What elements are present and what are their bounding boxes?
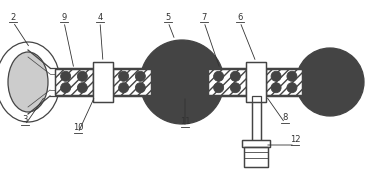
Bar [208,69,246,95]
Circle shape [175,75,189,89]
Bar [244,147,268,167]
Circle shape [324,76,336,88]
Bar [113,69,151,95]
Circle shape [135,83,145,93]
Bar [252,96,261,145]
Circle shape [317,69,343,95]
Bar [50,68,340,96]
Text: 5: 5 [165,13,170,22]
Circle shape [271,71,281,81]
Circle shape [271,83,281,93]
Circle shape [77,83,87,93]
Text: 6: 6 [237,13,243,22]
Circle shape [77,71,87,81]
Bar [266,69,302,95]
Bar [242,140,270,147]
Text: 12: 12 [290,136,300,144]
Text: 9: 9 [61,13,67,22]
Bar [252,96,261,145]
Circle shape [140,40,224,124]
Circle shape [145,45,219,119]
Circle shape [168,68,196,96]
Bar [246,62,266,102]
Circle shape [230,83,240,93]
Bar [244,147,268,167]
Ellipse shape [8,52,48,112]
Text: 11: 11 [180,117,190,126]
Circle shape [230,71,240,81]
Circle shape [119,71,129,81]
Circle shape [302,54,358,110]
Text: 7: 7 [201,13,207,22]
Circle shape [135,71,145,81]
Circle shape [287,83,297,93]
Bar [113,69,151,95]
Circle shape [214,71,224,81]
Bar [93,62,113,102]
Text: 8: 8 [282,113,288,122]
Bar [242,140,270,147]
Bar [208,69,246,95]
Circle shape [214,83,224,93]
Bar [55,69,93,95]
Circle shape [61,71,70,81]
Text: 10: 10 [73,124,83,132]
Text: 3: 3 [22,116,28,125]
Text: 2: 2 [10,13,15,22]
Circle shape [61,83,70,93]
Circle shape [296,48,364,116]
Bar [93,62,113,102]
Bar [246,62,266,102]
Bar [266,69,302,95]
Circle shape [287,71,297,81]
Bar [55,69,93,95]
Text: 4: 4 [97,13,103,22]
Ellipse shape [0,42,60,122]
Circle shape [119,83,129,93]
